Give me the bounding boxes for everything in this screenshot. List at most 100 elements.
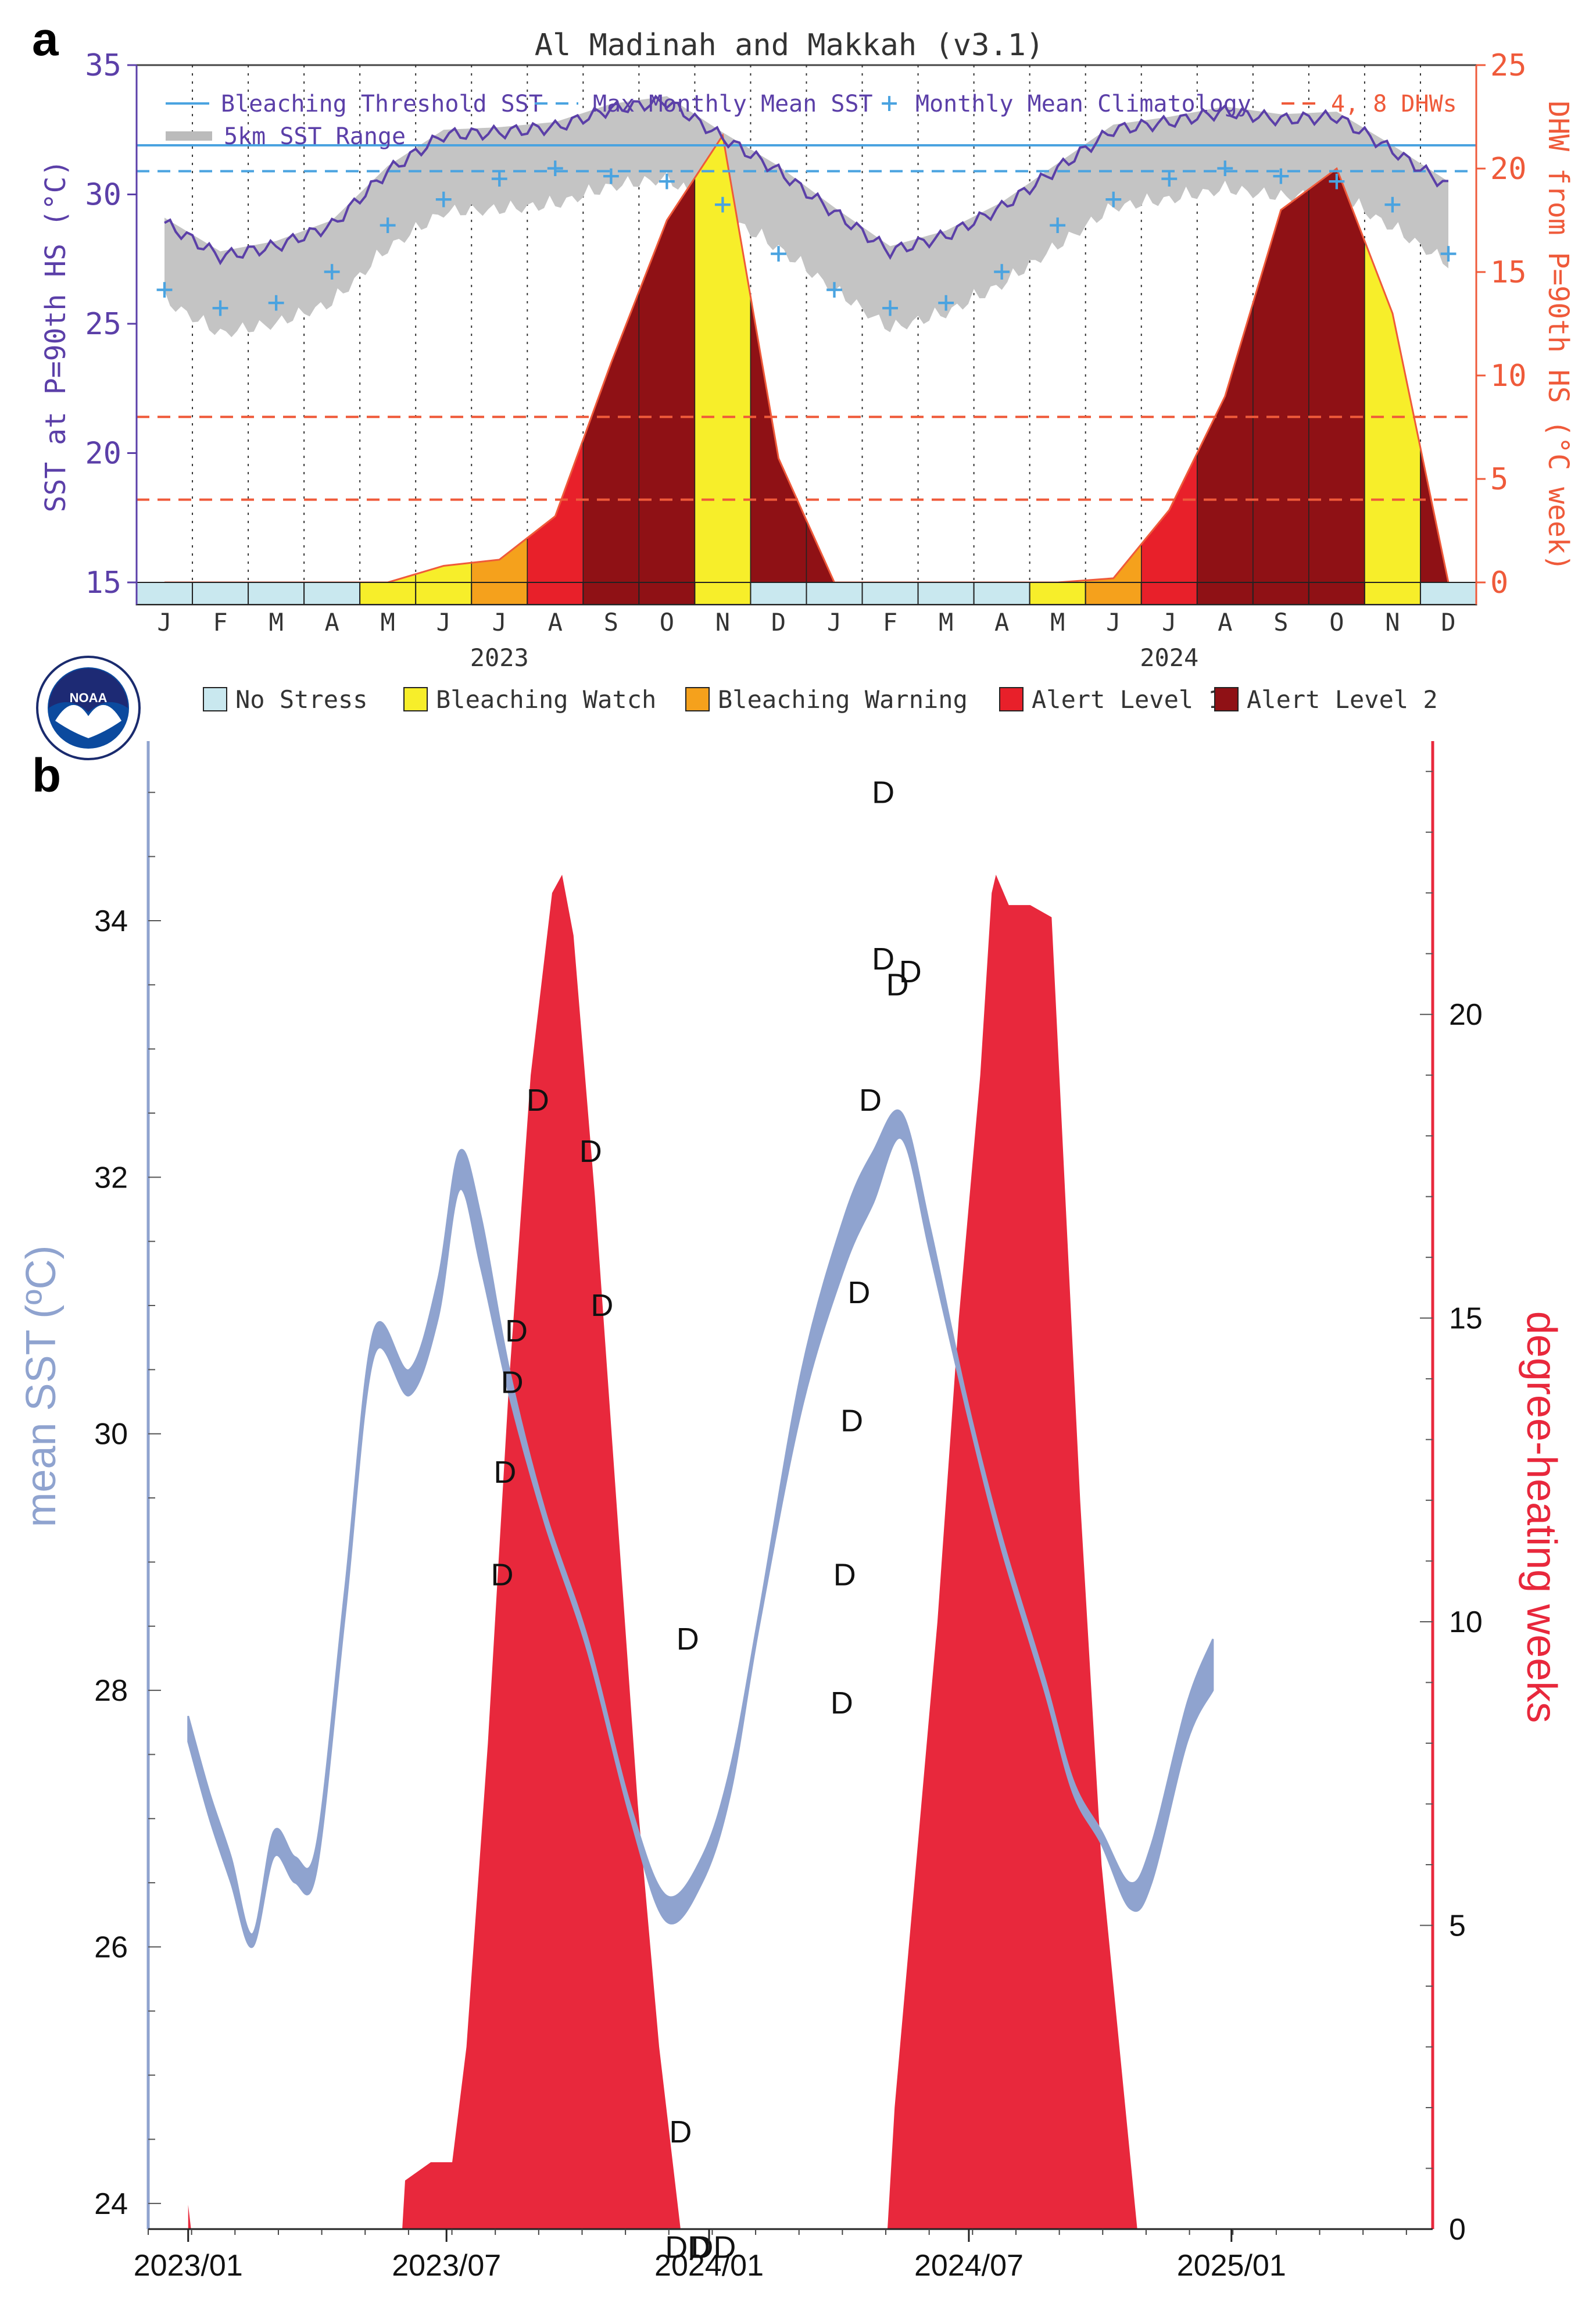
stress-bar-cell	[248, 582, 305, 605]
x-month-label: S	[1273, 608, 1288, 636]
panel-b-dhw-area	[188, 874, 1137, 2230]
climatology-marker: +	[937, 285, 955, 320]
legend-clim-label: Monthly Mean Climatology	[915, 91, 1251, 117]
x-month-label: M	[269, 608, 283, 636]
d-marker: D	[899, 954, 922, 989]
stress-bar-cell	[471, 582, 528, 605]
d-marker: D	[840, 1404, 863, 1439]
right-axis-tick-label: 5	[1449, 1909, 1466, 1943]
legend-dhw-levels-label: 4, 8 DHWs	[1331, 91, 1457, 117]
panel-a-left-axis-title: SST at P=90th HS (°C)	[40, 160, 72, 513]
left-axis-tick-label: 26	[94, 1930, 128, 1964]
stress-bar-cell	[1252, 582, 1309, 605]
d-marker: D	[886, 967, 909, 1002]
dd-marker: D	[669, 2115, 692, 2149]
x-month-label: D	[771, 608, 786, 636]
x-axis-tick-label: 2024/01	[654, 2249, 764, 2283]
x-month-label: J	[1162, 608, 1176, 636]
stress-legend-swatch	[403, 687, 428, 711]
legend-clim-swatch: +	[881, 86, 898, 120]
x-month-label: M	[939, 608, 953, 636]
climatology-marker: +	[602, 158, 620, 193]
stress-bar-cell	[1196, 582, 1254, 605]
x-year-label: 2024	[1140, 643, 1198, 672]
x-axis-tick-label: 2024/07	[914, 2249, 1024, 2283]
x-axis-tick-label: 2023/01	[134, 2249, 243, 2283]
stress-bar-cell	[527, 582, 584, 605]
d-marker: D	[491, 1557, 513, 1592]
x-month-label: J	[492, 608, 507, 636]
climatology-marker: +	[323, 254, 341, 289]
dhw-area-month	[806, 520, 863, 583]
d-marker: D	[872, 775, 894, 810]
d-marker: D	[579, 1134, 602, 1169]
panel-b-left-axis: 24 26 28 30 32 34	[94, 741, 161, 2229]
climatology-marker: +	[1216, 151, 1234, 185]
legend-range-swatch	[166, 131, 212, 141]
right-axis-tick-label: 5	[1490, 462, 1508, 497]
stress-bar-cell	[1085, 582, 1142, 605]
dd-marker: DD	[690, 2230, 736, 2265]
panel-a-chart: + + + + + + + + + + + + + + + + + + + + + + + + 15 20 25 30 35 0 5 10…	[40, 48, 1574, 672]
climatology-marker: +	[658, 163, 676, 198]
panel-a-sst-range-band	[164, 96, 1448, 338]
panel-a-title: Al Madinah and Makkah (v3.1)	[535, 28, 1044, 63]
climatology-marker: +	[546, 151, 564, 185]
stress-bar-cell	[1029, 582, 1086, 605]
left-axis-tick-label: 32	[94, 1161, 128, 1194]
stress-bar-cell	[192, 582, 249, 605]
left-axis-tick-label: 35	[85, 48, 121, 83]
panel-a-climatology-markers: + + + + + + + + + + + + + + + + + + + + + + + +	[155, 151, 1457, 325]
d-marker: D	[501, 1365, 524, 1400]
d-marker: D	[677, 1622, 699, 1657]
x-month-label: J	[157, 608, 171, 636]
left-axis-tick-label: 30	[85, 178, 121, 213]
climatology-marker: +	[1160, 161, 1178, 196]
x-axis-tick-label: 2023/07	[392, 2249, 501, 2283]
d-marker: D	[591, 1288, 613, 1323]
panel-b-right-axis-title: degree-heating weeks	[1518, 1311, 1565, 1723]
dhw-area	[188, 874, 1137, 2230]
stress-bar-cell	[582, 582, 640, 605]
stress-bar-cell	[1419, 582, 1477, 605]
d-marker: D	[505, 1314, 528, 1348]
left-axis-tick-label: 25	[85, 307, 121, 342]
d-marker: D	[493, 1455, 516, 1490]
climatology-marker: +	[770, 236, 788, 271]
x-month-label: S	[604, 608, 618, 636]
stress-legend-label: Bleaching Warning	[718, 685, 968, 714]
dhw-area-month	[582, 291, 640, 583]
x-month-label: F	[213, 608, 227, 636]
d-marker: D	[527, 1083, 549, 1118]
stress-bar-cell	[750, 582, 807, 605]
climatology-marker: +	[1104, 181, 1122, 216]
legend-mmm-label: Max Monthly Mean SST	[593, 91, 873, 117]
dhw-area-month	[1308, 167, 1365, 583]
panel-a-stress-legend: No Stress Bleaching Watch Bleaching Warnin…	[203, 685, 1438, 714]
d-marker: D	[833, 1557, 856, 1592]
stress-legend-label: Bleaching Watch	[436, 685, 656, 714]
d-marker: D	[831, 1686, 853, 1720]
panel-a-dhw-area	[164, 133, 1476, 584]
stress-bar-cell	[806, 582, 863, 605]
stress-legend-label: Alert Level 2	[1247, 685, 1438, 714]
dhw-area-month	[1085, 543, 1142, 583]
stress-bar-cell	[917, 582, 975, 605]
stress-bar-cell	[1364, 582, 1421, 605]
stress-bar-cell	[638, 582, 696, 605]
panel-a-left-axis: 15 20 25 30 35	[85, 48, 138, 604]
right-axis-tick-label: 10	[1449, 1605, 1483, 1639]
panel-a-reference-lines	[137, 144, 1476, 501]
stress-bar-cell	[303, 582, 361, 605]
panel-a-legend: Bleaching Threshold SST Max Monthly Mean…	[166, 86, 1457, 150]
sst-band	[187, 1109, 1214, 1948]
climatology-marker: +	[881, 290, 899, 325]
right-axis-tick-label: 15	[1449, 1302, 1483, 1336]
left-axis-tick-label: 28	[94, 1674, 128, 1708]
d-marker: D	[847, 1275, 870, 1310]
climatology-marker: +	[1049, 208, 1067, 242]
climatology-marker: +	[267, 285, 285, 320]
right-axis-tick-label: 15	[1490, 255, 1527, 290]
